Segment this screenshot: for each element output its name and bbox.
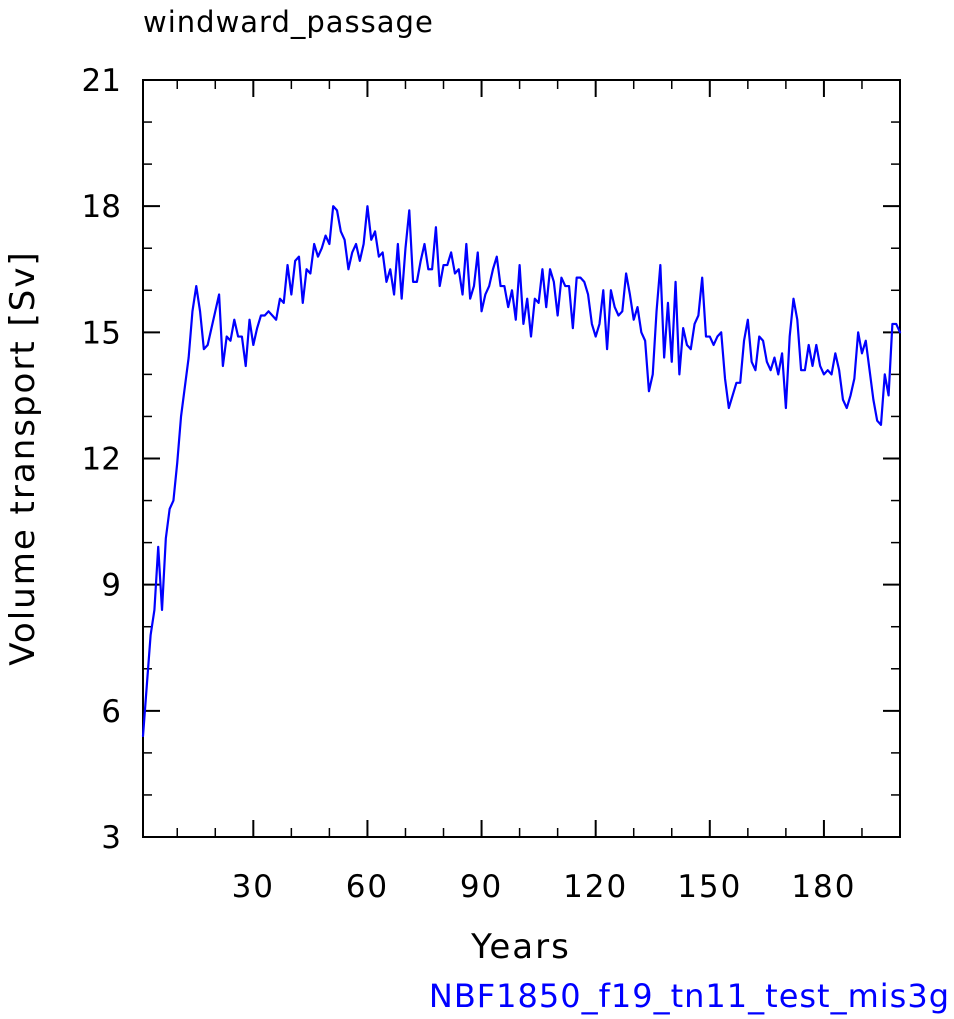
data-series	[141, 205, 902, 738]
x-tick-label: 90	[460, 869, 503, 905]
y-tick-label: 3	[101, 820, 121, 856]
y-tick-label: 6	[101, 694, 121, 730]
x-tick-label: 150	[677, 869, 742, 905]
y-tick-label: 18	[82, 189, 121, 225]
y-tick-label: 21	[82, 63, 121, 99]
experiment-label: NBF1850_f19_tn11_test_mis3g	[429, 977, 950, 1015]
y-axis-label: Volume transport [Sv]	[3, 250, 43, 665]
y-tick-label: 15	[82, 315, 121, 351]
x-axis: 30 60 90 120 150 180	[176, 80, 901, 905]
chart-title: windward_passage	[143, 5, 434, 39]
plot-border	[142, 79, 901, 838]
x-tick-label: 30	[232, 869, 275, 905]
plot-frame	[142, 79, 901, 838]
y-tick-label: 9	[101, 568, 121, 604]
x-tick-label: 120	[563, 869, 628, 905]
x-tick-label: 60	[346, 869, 389, 905]
x-tick-label: 180	[791, 869, 856, 905]
y-axis: 3 6 9 12 15 18 21	[82, 63, 900, 856]
x-axis-label: Years	[470, 927, 571, 967]
series-line	[141, 205, 902, 738]
y-tick-label: 12	[82, 442, 121, 478]
